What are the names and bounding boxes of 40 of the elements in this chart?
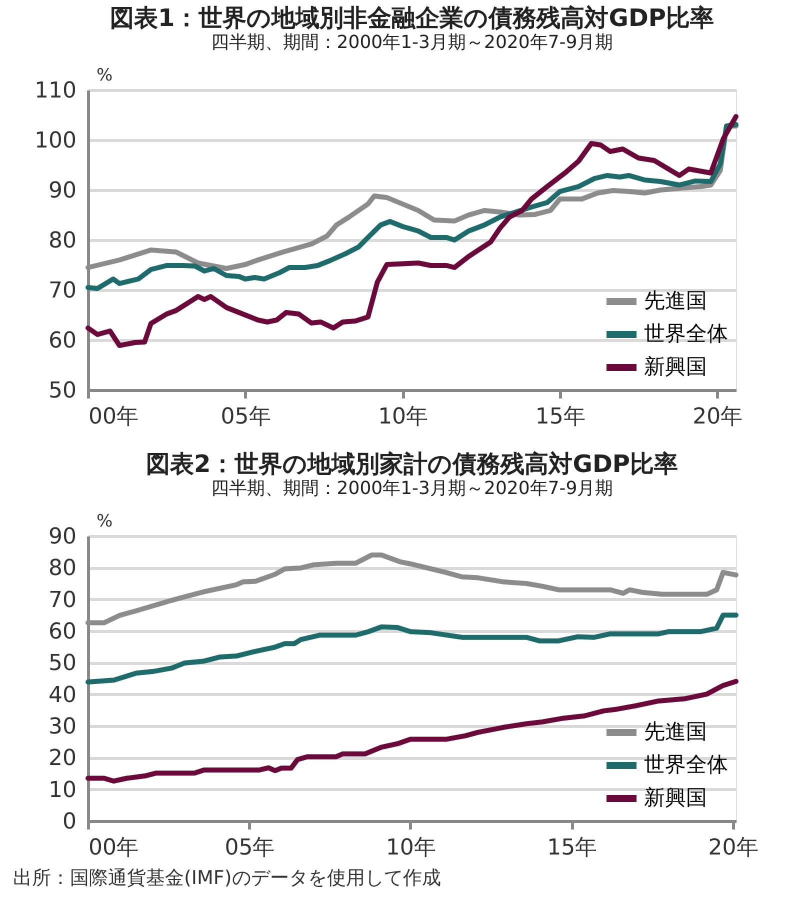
x-tick-label: 15年	[535, 404, 586, 430]
legend-label: 先進国	[644, 720, 707, 744]
x-tick-label: 00年	[88, 404, 138, 430]
y-tick-label: 60	[48, 620, 76, 644]
x-tick-label: 05年	[224, 836, 275, 860]
chart-subtitle: 四半期、期間：2000年1-3月期～2020年7-9月期	[210, 32, 614, 53]
chart-title: 図表1：世界の地域別非金融企業の債務残高対GDP比率	[110, 4, 714, 32]
y-axis-title: %	[96, 66, 113, 86]
y-tick-label: 30	[48, 714, 76, 740]
y-tick-label: 20	[48, 746, 76, 772]
y-tick-label: 10	[48, 778, 76, 803]
y-tick-label: 90	[48, 178, 76, 204]
y-tick-label: 80	[48, 228, 76, 254]
y-tick-label: 50	[48, 378, 76, 404]
y-tick-label: 80	[48, 556, 76, 582]
y-tick-label: 70	[48, 588, 76, 613]
legend-label: 世界全体	[644, 752, 728, 776]
x-tick-label: 05年	[220, 404, 271, 430]
legend-label: 新興国	[644, 354, 707, 378]
x-tick-label: 15年	[547, 836, 598, 860]
x-tick-label: 10年	[386, 836, 436, 860]
legend-label: 新興国	[644, 786, 707, 810]
x-tick-label: 10年	[378, 404, 428, 430]
x-tick-label: 00年	[88, 836, 138, 860]
y-tick-label: 0	[62, 810, 76, 834]
y-tick-label: 50	[48, 651, 76, 676]
x-tick-label: 20年	[708, 836, 758, 860]
text: 出所：国際通貨基金(IMF)のデータを使用して作成	[13, 867, 441, 889]
x-tick-label: 20年	[692, 404, 743, 430]
legend-label: 先進国	[644, 288, 707, 312]
y-tick-label: 100	[34, 128, 76, 154]
y-tick-label: 60	[48, 328, 76, 354]
chart-title: 図表2：世界の地域別家計の債務残高対GDP比率	[146, 450, 678, 478]
y-tick-label: 90	[48, 524, 76, 550]
y-tick-label: 110	[34, 78, 76, 104]
y-tick-label: 70	[48, 278, 76, 304]
legend-label: 世界全体	[644, 322, 728, 346]
chart-subtitle: 四半期、期間：2000年1-3月期～2020年7-9月期	[210, 478, 614, 499]
y-axis-title: %	[96, 512, 113, 532]
y-tick-label: 40	[48, 682, 76, 708]
